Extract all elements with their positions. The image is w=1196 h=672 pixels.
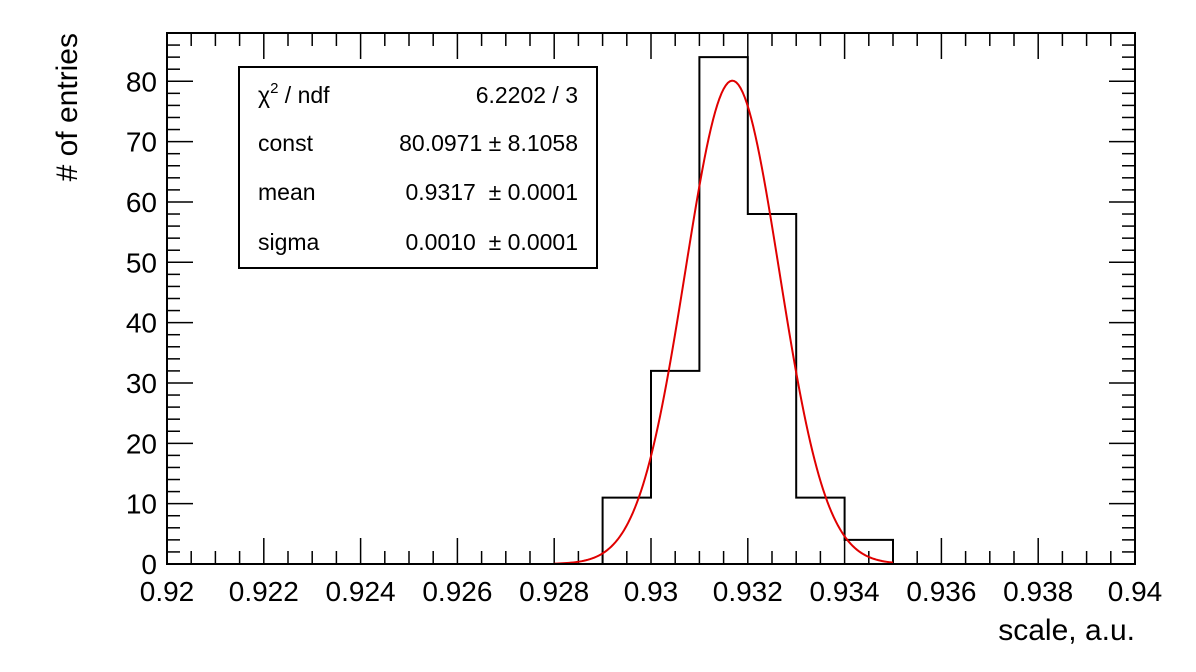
y-axis-label: # of entries: [51, 33, 84, 181]
y-tick-labels: 0 10 20 30 40 50 60 70 80: [126, 66, 157, 580]
y-tick-label: 0: [141, 549, 157, 580]
stats-box: χ2 / ndf 6.2202 / 3 const 80.0971 ± 8.10…: [238, 66, 598, 269]
x-tick-label: 0.94: [1108, 576, 1163, 607]
stats-label-mean: mean: [258, 179, 316, 205]
stats-value-chi2-ndf: 6.2202 / 3: [476, 82, 578, 108]
histogram-outline: [167, 56, 1135, 565]
x-tick-label: 0.926: [422, 576, 492, 607]
histogram-series: [167, 56, 1135, 565]
histogram-bin: [699, 57, 747, 564]
fit-curve: [554, 79, 894, 565]
x-tick-label: 0.938: [1003, 576, 1073, 607]
stats-box-frame: [238, 66, 598, 269]
stats-label-chi2-ndf: χ2 / ndf: [258, 80, 330, 108]
stats-value-const: 80.0971 ± 8.1058: [399, 130, 578, 156]
histogram-bin: [748, 214, 796, 564]
x-tick-label: 0.93: [624, 576, 679, 607]
y-tick-label: 70: [126, 127, 157, 158]
y-tick-label: 30: [126, 368, 157, 399]
y-tick-label: 20: [126, 428, 157, 459]
x-tick-label: 0.928: [519, 576, 589, 607]
stats-label-const: const: [258, 130, 314, 156]
y-tick-label: 10: [126, 489, 157, 520]
fit-curve-group: [554, 79, 894, 565]
x-tick-label: 0.934: [810, 576, 880, 607]
x-tick-label: 0.92: [140, 576, 195, 607]
x-tick-label: 0.924: [326, 576, 396, 607]
stats-value-sigma: 0.0010 ± 0.0001: [406, 229, 579, 255]
y-tick-label: 40: [126, 308, 157, 339]
y-tick-label: 60: [126, 187, 157, 218]
x-tick-label: 0.922: [229, 576, 299, 607]
x-axis-label: scale, a.u.: [998, 614, 1135, 647]
y-tick-label: 80: [126, 66, 157, 97]
x-tick-labels: 0.92 0.922 0.924 0.926 0.928 0.93 0.932 0.934 0.…: [140, 576, 1163, 607]
plot-frame: [166, 32, 1136, 565]
stats-value-mean: 0.9317 ± 0.0001: [406, 179, 579, 205]
stats-label-sigma: sigma: [258, 229, 320, 255]
x-tick-label: 0.932: [713, 576, 783, 607]
histogram-bin: [651, 371, 699, 564]
axis-ticks: [166, 32, 1136, 565]
x-tick-label: 0.936: [906, 576, 976, 607]
y-tick-label: 50: [126, 247, 157, 278]
